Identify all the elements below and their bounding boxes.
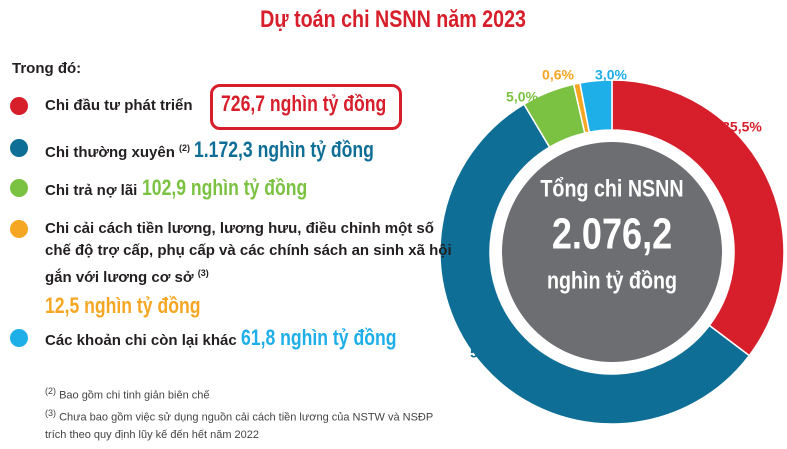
legend-marker	[10, 220, 28, 238]
amount-label: 102,9 nghìn tỷ đồng	[141, 175, 307, 200]
legend-label: Các khoản chi còn lại khác	[45, 332, 237, 349]
note-mark: (2)	[179, 143, 191, 153]
total-unit: nghìn tỷ đồng	[547, 266, 677, 293]
donut-slice	[439, 103, 751, 425]
value-label: 0,6%	[542, 67, 574, 83]
footnote: (3) Chưa bao gồm việc sử dụng nguồn cải …	[45, 405, 435, 444]
total-value: 2.076,2	[552, 209, 672, 258]
legend-item: Các khoản chi còn lại khác 61,8 nghìn tỷ…	[45, 327, 465, 352]
footnote-text: Chưa bao gồm việc sử dụng nguồn cải cách…	[45, 411, 434, 441]
legend-label: Chi đầu tư phát triển	[45, 97, 193, 114]
value-label: 5,0%	[506, 89, 538, 105]
legend-label: Chi cải cách tiền lương, lương hưu, điều…	[45, 220, 452, 286]
legend-item: Chi đầu tư phát triển	[45, 95, 465, 117]
legend-item: Chi trả nợ lãi 102,9 nghìn tỷ đồng	[45, 177, 465, 202]
value-label: 56,5%	[470, 345, 510, 361]
title-text: Dự toán chi NSNN năm 2023	[260, 6, 527, 33]
chart-title: Dự toán chi NSNN năm 2023	[0, 6, 787, 34]
legend-label: Chi trả nợ lãi	[45, 182, 138, 199]
center-title: Tổng chi NSNN	[540, 174, 683, 201]
amount-label: 1.172,3 nghìn tỷ đồng	[194, 137, 375, 162]
footnote-mark: (2)	[45, 386, 56, 396]
footnote-text: Bao gồm chi tinh giản biên chế	[59, 389, 210, 402]
legend-title: Trong đó:	[12, 60, 82, 77]
legend-item: Chi thường xuyên (2) 1.172,3 nghìn tỷ đồ…	[45, 137, 465, 164]
legend-label: Chi thường xuyên	[45, 144, 175, 161]
donut-slice	[611, 79, 785, 357]
highlight-box: 726,7 nghìn tỷ đồng	[210, 84, 402, 130]
note-mark: (3)	[197, 268, 209, 278]
amount-label: 12,5 nghìn tỷ đồng	[45, 293, 201, 318]
donut-slice	[579, 79, 613, 134]
value-label: 35,5%	[722, 119, 762, 135]
amount-label: 726,7 nghìn tỷ đồng	[221, 91, 387, 116]
legend-marker	[10, 329, 28, 347]
amount-label: 61,8 nghìn tỷ đồng	[240, 325, 397, 350]
value-label: 3,0%	[595, 67, 627, 83]
legend-marker	[10, 97, 28, 115]
legend-item: Chi cải cách tiền lương, lương hưu, điều…	[45, 218, 455, 320]
legend-marker	[10, 139, 28, 157]
center-disc	[502, 142, 722, 362]
footnote: (2) Bao gồm chi tinh giản biên chế	[45, 383, 435, 405]
legend-marker	[10, 179, 28, 197]
center-text: Tổng chi NSNN 2.076,2 nghìn tỷ đồng	[540, 174, 683, 293]
footnote-mark: (3)	[45, 408, 56, 418]
